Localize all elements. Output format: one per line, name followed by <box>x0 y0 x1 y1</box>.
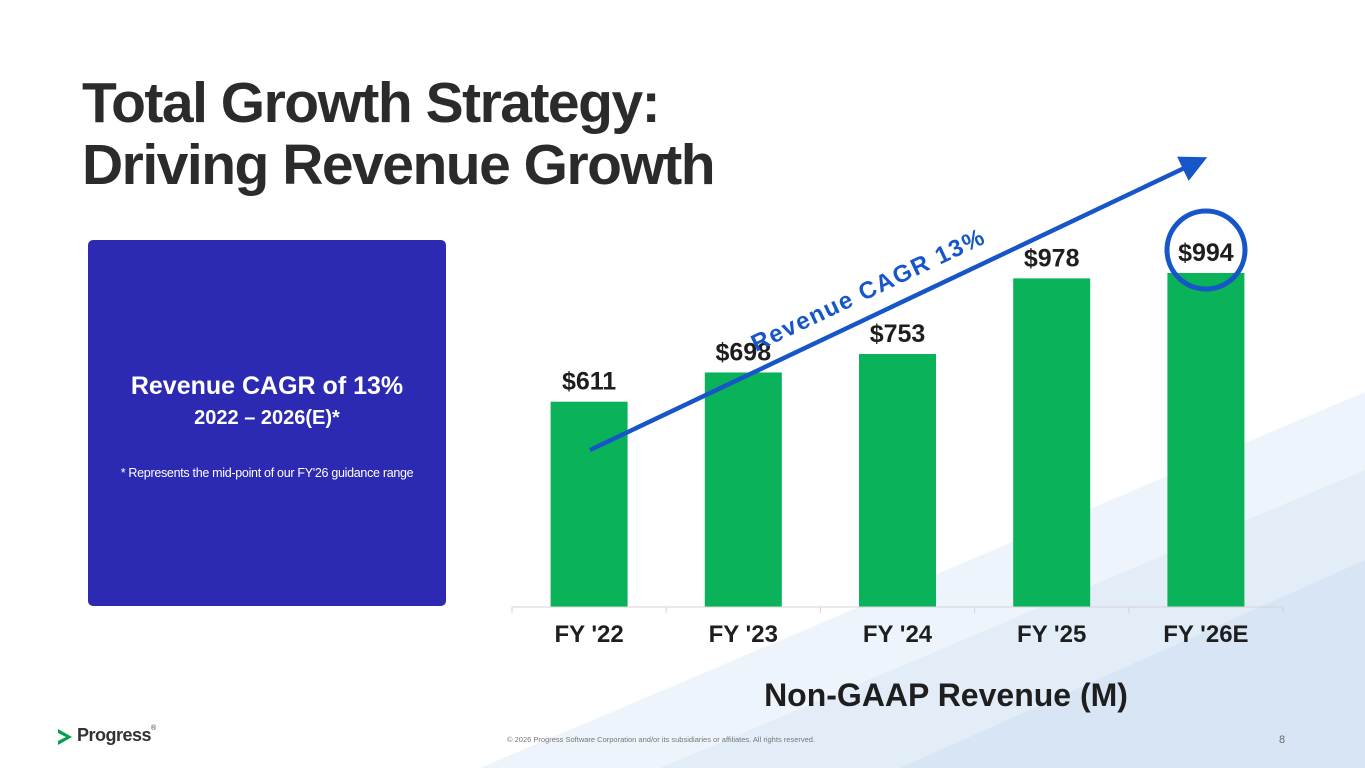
bar-fy-24 <box>859 353 936 607</box>
bar-fy-23 <box>704 372 782 607</box>
cagr-summary-panel: Revenue CAGR of 13% 2022 – 2026(E)* * Re… <box>88 240 446 606</box>
page-title: Total Growth Strategy: Driving Revenue G… <box>82 71 716 197</box>
trend-label: Revenue CAGR 13% <box>747 223 990 357</box>
value-labels: $611 $698 $753 $978 $994 <box>562 239 1234 396</box>
title-line-1: Total Growth Strategy: <box>82 71 661 135</box>
value-label: $978 <box>1024 244 1080 272</box>
title-line-2: Driving Revenue Growth <box>82 133 716 197</box>
chart-title: Non-GAAP Revenue (M) <box>764 677 1128 713</box>
logo-text: Progress <box>77 725 152 745</box>
progress-logo-icon <box>58 729 72 745</box>
bars-layer <box>550 273 1245 607</box>
bar-fy-25 <box>1013 278 1091 607</box>
bar-fy-26e <box>1167 273 1245 607</box>
category-label: FY '25 <box>1017 621 1086 648</box>
value-label: $994 <box>1178 239 1234 267</box>
category-labels: FY '22 FY '23 FY '24 FY '25 FY '26E <box>554 621 1248 648</box>
value-label: $611 <box>562 368 616 396</box>
x-axis-ticks <box>511 607 1284 613</box>
category-label: FY '23 <box>709 621 778 648</box>
highlight-ring <box>1164 208 1248 292</box>
category-label: FY '24 <box>863 621 933 648</box>
cagr-headline: Revenue CAGR of 13% <box>130 372 404 400</box>
category-label: FY '22 <box>554 621 623 648</box>
logo-registered-mark: ® <box>151 725 156 732</box>
copyright-notice: © 2026 Progress Software Corporation and… <box>507 735 816 744</box>
cagr-range: 2022 – 2026(E)* <box>194 407 340 429</box>
category-label: FY '26E <box>1163 621 1248 648</box>
value-label: $698 <box>715 338 771 366</box>
page-number: 8 <box>1279 734 1286 746</box>
bar-fy-22 <box>550 401 628 607</box>
guidance-footnote: * Represents the mid-point of our FY'26 … <box>120 466 414 480</box>
trend-arrow <box>589 156 1208 453</box>
value-label: $753 <box>870 320 926 348</box>
